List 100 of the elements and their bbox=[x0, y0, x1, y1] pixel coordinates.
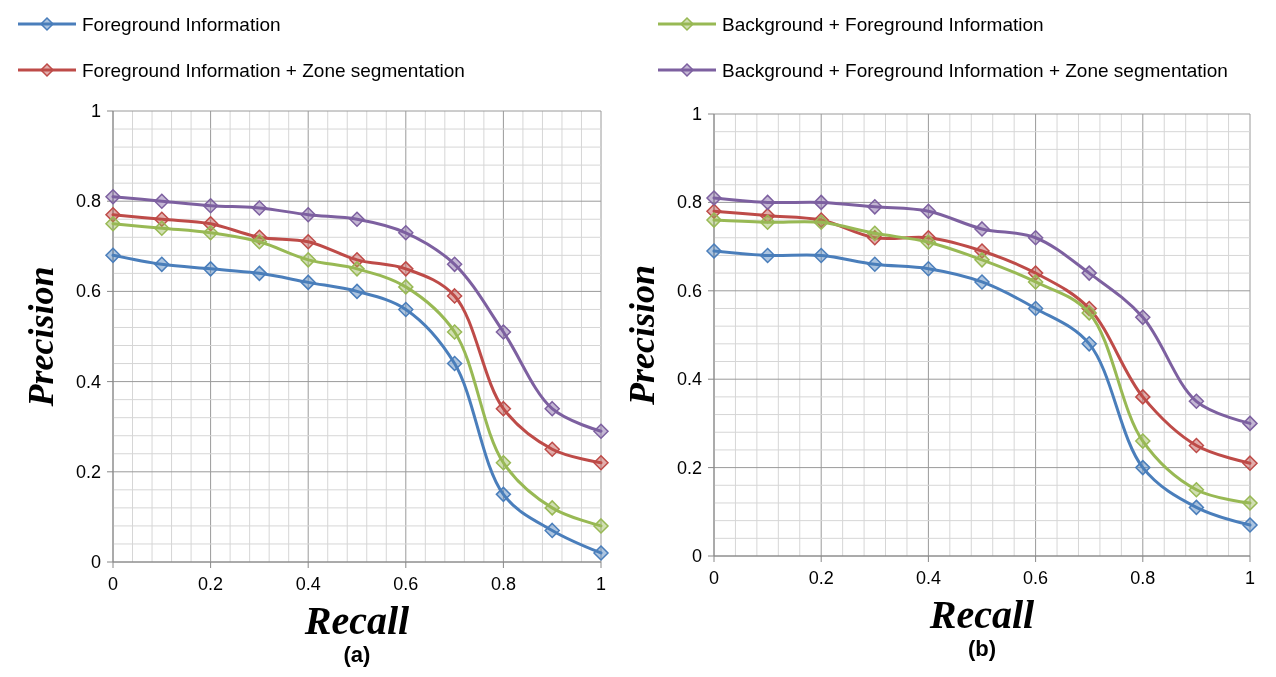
point bbox=[593, 455, 609, 471]
point bbox=[544, 500, 560, 516]
point bbox=[398, 261, 414, 277]
y-tick-label: 0.8 bbox=[75, 191, 101, 212]
y-tick-label: 0.2 bbox=[676, 457, 702, 478]
x-tick-label: 1 bbox=[595, 574, 607, 594]
point bbox=[202, 225, 219, 241]
point bbox=[1027, 230, 1044, 246]
y-axis-title: Precision bbox=[21, 266, 61, 408]
point bbox=[813, 194, 829, 211]
point bbox=[446, 288, 463, 304]
point bbox=[398, 301, 414, 318]
point bbox=[495, 455, 512, 471]
point bbox=[300, 252, 316, 268]
text: (b) bbox=[967, 636, 997, 661]
x-tick-label: 0.2 bbox=[198, 574, 224, 594]
point bbox=[300, 206, 316, 223]
point bbox=[1135, 389, 1151, 405]
point bbox=[706, 212, 722, 228]
y-tick-label: 0.2 bbox=[75, 461, 101, 482]
y-tick-label: 1 bbox=[691, 104, 702, 124]
point bbox=[920, 203, 937, 219]
point bbox=[154, 220, 170, 237]
point bbox=[759, 247, 776, 264]
point bbox=[446, 355, 463, 372]
point bbox=[251, 200, 268, 216]
point bbox=[1081, 265, 1097, 281]
point bbox=[920, 234, 937, 250]
point bbox=[920, 260, 937, 277]
x-tick-label: 0.4 bbox=[295, 574, 321, 594]
point bbox=[544, 441, 560, 457]
point bbox=[1027, 300, 1044, 317]
x-tick-label: 0.6 bbox=[393, 574, 419, 594]
x-tick-label: 0.8 bbox=[1130, 568, 1156, 588]
point bbox=[251, 265, 268, 282]
point bbox=[759, 194, 776, 211]
text: (a) bbox=[343, 642, 371, 667]
legend-label: Background + Foreground Information bbox=[722, 14, 1044, 35]
point bbox=[1188, 481, 1205, 498]
point bbox=[1188, 499, 1205, 516]
x-axis-title: Recall bbox=[928, 592, 1036, 637]
point bbox=[1135, 309, 1151, 326]
y-tick-label: 0 bbox=[691, 546, 702, 566]
point bbox=[1135, 459, 1151, 476]
point bbox=[1242, 415, 1258, 432]
point bbox=[349, 261, 365, 277]
y-tick-label: 0.6 bbox=[676, 280, 702, 301]
point bbox=[105, 188, 121, 205]
point bbox=[495, 400, 512, 417]
point bbox=[813, 247, 829, 264]
point bbox=[1242, 517, 1258, 533]
point bbox=[867, 199, 883, 215]
x-axis-title: Recall bbox=[303, 598, 411, 643]
x-tick-label: 0 bbox=[107, 574, 119, 594]
point bbox=[202, 261, 219, 277]
point bbox=[593, 423, 609, 439]
x-tick-label: 0.2 bbox=[808, 568, 834, 588]
point bbox=[867, 256, 883, 273]
point bbox=[349, 211, 365, 227]
point bbox=[1081, 336, 1097, 352]
point bbox=[1242, 455, 1258, 471]
point bbox=[593, 545, 609, 561]
point bbox=[706, 243, 722, 259]
point bbox=[446, 256, 463, 273]
y-tick-label: 0.8 bbox=[676, 192, 702, 213]
point bbox=[593, 518, 609, 534]
point bbox=[446, 324, 463, 340]
point bbox=[251, 234, 268, 250]
point bbox=[398, 279, 414, 295]
y-tick-label: 0 bbox=[90, 552, 101, 572]
point bbox=[544, 522, 560, 539]
y-axis-title: Precision bbox=[622, 265, 662, 406]
legend-label: Foreground Information + Zone segmentation bbox=[82, 60, 465, 81]
point bbox=[495, 486, 512, 503]
point bbox=[1188, 393, 1205, 410]
x-tick-label: 0 bbox=[708, 568, 720, 588]
point bbox=[1188, 437, 1205, 454]
y-tick-label: 0.4 bbox=[676, 369, 702, 390]
legend-label: Background + Foreground Information + Zone segmentation bbox=[722, 60, 1228, 81]
point bbox=[154, 256, 170, 273]
point bbox=[154, 193, 170, 209]
point bbox=[974, 252, 990, 268]
point bbox=[706, 190, 722, 206]
point bbox=[1027, 274, 1044, 290]
point bbox=[1135, 433, 1151, 449]
point bbox=[300, 234, 316, 250]
point bbox=[544, 400, 560, 417]
point bbox=[105, 216, 121, 232]
point bbox=[202, 197, 219, 214]
y-tick-label: 0.4 bbox=[75, 371, 101, 392]
y-tick-label: 0.6 bbox=[75, 281, 101, 302]
point bbox=[974, 274, 990, 290]
point bbox=[495, 324, 512, 340]
point bbox=[300, 274, 316, 291]
x-tick-label: 0.8 bbox=[490, 574, 516, 594]
point bbox=[974, 221, 990, 237]
y-tick-label: 1 bbox=[90, 101, 101, 121]
x-tick-label: 0.4 bbox=[915, 568, 941, 588]
point bbox=[105, 247, 121, 264]
point bbox=[398, 225, 414, 241]
